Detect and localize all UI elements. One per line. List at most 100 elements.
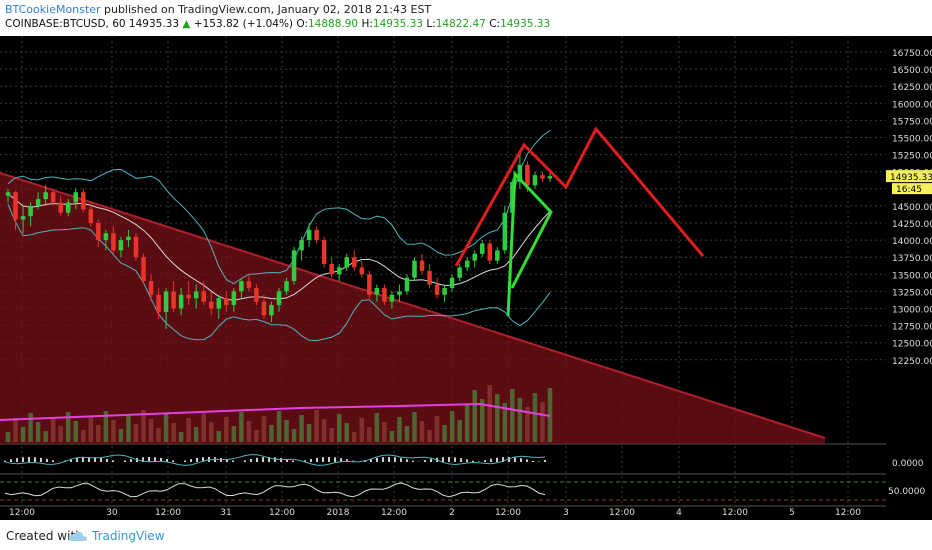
candle-body	[81, 192, 86, 210]
candle-body	[163, 291, 169, 312]
volume-bar	[178, 432, 184, 442]
high-label: H:	[361, 18, 373, 30]
volume-bar	[126, 415, 131, 442]
price-tick-label: 16250.00	[892, 83, 932, 93]
candle-body	[20, 216, 26, 220]
candle-body	[547, 176, 553, 179]
candle-body	[103, 233, 109, 241]
volume-bar	[35, 422, 41, 442]
price-tick-label: 16500.00	[892, 66, 932, 76]
osc2-label: 50.0000	[888, 487, 925, 497]
candle-body	[141, 257, 146, 282]
candle-body	[208, 301, 214, 309]
volume-bar	[239, 412, 244, 442]
volume-ma	[0, 402, 551, 421]
volume-bar	[111, 420, 116, 442]
volume-bar	[510, 389, 515, 442]
time-tick-label: 3	[563, 508, 569, 518]
created-with-text: Created with	[6, 529, 83, 543]
time-tick-label: 2018	[327, 508, 350, 518]
tradingview-cloud-icon	[68, 531, 87, 541]
volume-bar	[50, 417, 56, 442]
candle-body	[65, 202, 71, 213]
volume-bar	[148, 419, 154, 442]
candle-body	[419, 260, 425, 271]
tradingview-link[interactable]: TradingView	[92, 529, 165, 543]
candle-body	[178, 294, 184, 309]
candle-body	[532, 175, 538, 186]
volume-bar	[382, 422, 387, 442]
volume-bar	[65, 412, 71, 442]
candle-body	[261, 301, 267, 316]
volume-bar	[442, 425, 447, 442]
volume-bar	[284, 420, 289, 442]
price-tick-label: 15750.00	[892, 117, 932, 127]
volume-bar	[269, 425, 274, 442]
publish-line: BTCookieMonster published on TradingView…	[5, 3, 431, 16]
published-text: published on TradingView.com, January 02…	[103, 3, 432, 16]
volume-bar	[344, 423, 350, 442]
candle-body	[299, 240, 304, 251]
candle-body	[73, 192, 79, 203]
candle-body	[269, 305, 274, 316]
low-label: L:	[426, 18, 436, 30]
price-axis-bg	[886, 36, 932, 520]
time-tick-label: 12:00	[9, 508, 35, 518]
candle-body	[434, 284, 440, 295]
author-link[interactable]: BTCookieMonster	[5, 3, 101, 16]
price-chart[interactable]: 16750.00 16500.00 16250.00 16000.00 15750.00…	[0, 36, 932, 520]
candle-body	[427, 270, 432, 285]
candle-body	[193, 291, 199, 299]
volume-bar	[73, 421, 79, 442]
volume-bar	[472, 390, 477, 442]
price-tick-label: 13250.00	[892, 288, 932, 298]
price-tick-label: 16750.00	[892, 49, 932, 59]
candle-body	[525, 164, 530, 186]
price-tick-label: 13750.00	[892, 254, 932, 264]
projection-path	[454, 126, 705, 267]
volume-bar	[5, 432, 11, 442]
volume-bar	[540, 402, 545, 442]
candle-body	[133, 236, 139, 258]
volume-bar	[254, 430, 259, 442]
osc1-label: 0.0000	[892, 459, 924, 469]
candle-body	[404, 277, 410, 292]
price-tick-label: 12750.00	[892, 323, 932, 333]
price-tick-label: 15250.00	[892, 152, 932, 162]
time-tick-label: 12:00	[155, 508, 181, 518]
volume-bar	[156, 428, 161, 442]
volume-bar	[427, 430, 432, 442]
candle-body	[231, 291, 237, 306]
candle-body	[479, 243, 485, 254]
candle-body	[314, 229, 319, 241]
volume-bar	[352, 432, 357, 442]
volume-bar	[329, 428, 334, 442]
up-arrow-icon: ▲	[182, 18, 191, 30]
candle-body	[487, 243, 493, 261]
volume-bar	[246, 421, 252, 442]
volume-bar	[58, 426, 63, 442]
volume-bar	[306, 424, 312, 442]
candle-body	[344, 257, 350, 268]
price-tick-label: 13000.00	[892, 306, 932, 316]
volume-bar	[479, 399, 485, 442]
candle-body	[540, 175, 545, 179]
price-tick-label: 14000.00	[892, 237, 932, 247]
volume-bar	[276, 411, 282, 442]
volume-bar	[231, 426, 237, 442]
time-tick-label: 12:00	[835, 508, 861, 518]
drawings	[454, 126, 705, 317]
volume-bar	[133, 424, 139, 442]
zone-fill	[0, 173, 825, 444]
low-value: 14822.47	[435, 18, 486, 30]
price-tick-label: 12500.00	[892, 340, 932, 350]
time-tick-label: 31	[220, 508, 231, 518]
volume-bars	[0, 385, 553, 442]
candle-body	[291, 250, 297, 282]
volume-bar	[201, 413, 206, 442]
candle-body	[306, 229, 312, 241]
candle-body	[352, 257, 357, 268]
candle-body	[246, 281, 252, 288]
candle-body	[50, 192, 56, 203]
last-price: 14935.33	[128, 18, 180, 30]
